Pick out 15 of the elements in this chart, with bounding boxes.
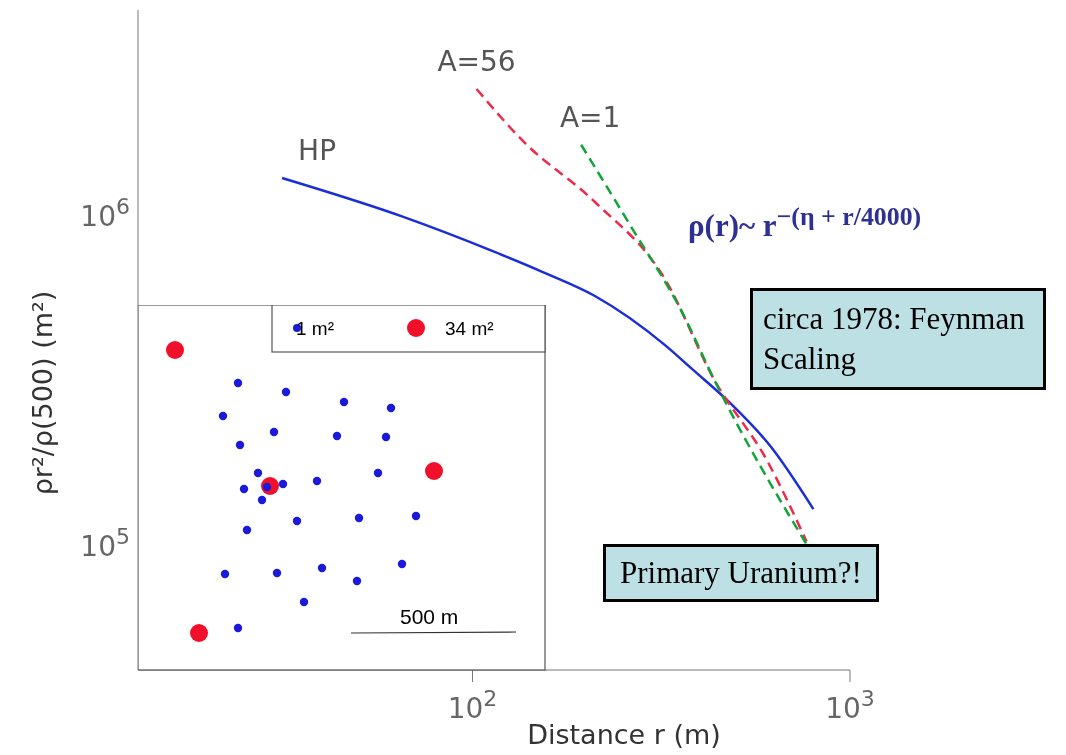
series-label: HP [298,134,337,168]
series-label: A=1 [559,100,621,134]
annotation: circa 1978: Feynman Scaling [750,288,1046,390]
y-tick-label: 10$^{6}$ [80,193,130,233]
series-label: A=56 [437,45,516,79]
annotation: Primary Uranium?! [603,544,879,602]
x-axis-title: Distance r (m) [527,719,721,750]
x-tick-label: 10$^{3}$ [825,685,875,725]
annotation: 34 m² [445,318,494,340]
annotation: ρ(r)~ r$^{−(η + r/4000)}$ [688,202,922,245]
y-tick-label: 10$^{5}$ [80,523,130,563]
y-axis-title: ρr²/ρ(500) (m²) [27,290,58,496]
annotation: 500 m [400,605,459,629]
x-tick-label: 10$^{2}$ [447,685,498,725]
annotation: 1 m² [296,318,334,340]
